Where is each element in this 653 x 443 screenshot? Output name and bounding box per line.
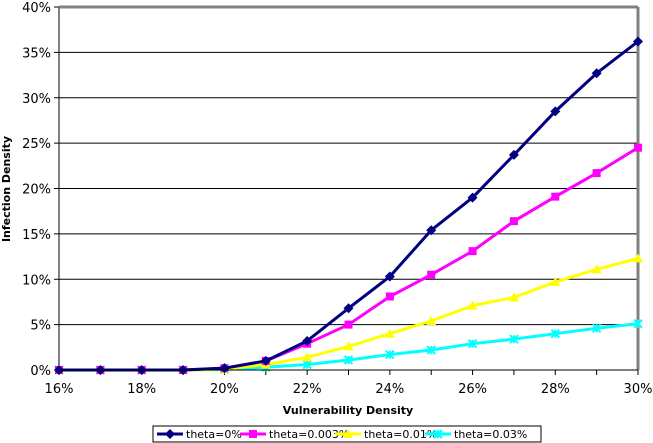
- x-tick-label: 18%: [127, 382, 156, 397]
- data-point: [550, 106, 561, 117]
- y-axis-title: Infection Density: [0, 136, 13, 242]
- data-point: [467, 192, 478, 203]
- data-point: [426, 345, 436, 355]
- data-point: [633, 36, 643, 47]
- data-point: [509, 217, 518, 226]
- data-point: [302, 352, 313, 362]
- data-point: [343, 341, 354, 351]
- data-point: [344, 320, 353, 329]
- data-point: [550, 328, 560, 339]
- data-point: [591, 264, 602, 274]
- data-point: [385, 349, 395, 360]
- y-tick-label: 30%: [22, 92, 51, 107]
- data-point: [633, 319, 643, 329]
- data-point: [468, 247, 477, 256]
- x-tick-label: 16%: [45, 382, 74, 397]
- data-point: [384, 328, 395, 338]
- legend-label: theta=0.03%: [454, 428, 527, 441]
- data-point: [426, 225, 437, 236]
- data-point: [385, 292, 394, 301]
- y-tick-label: 20%: [22, 183, 51, 198]
- data-point: [384, 271, 395, 282]
- legend-swatch-marker: [249, 430, 257, 438]
- data-point: [343, 355, 354, 365]
- x-tick-label: 20%: [210, 382, 239, 397]
- legend-swatch-marker: [165, 429, 175, 439]
- legend-entry: theta=0.01%: [335, 428, 437, 441]
- y-axis-ticks: 0% 5% 10% 15% 20% 25% 30% 35% 40%: [22, 1, 59, 379]
- x-axis-ticks: 16% 18% 20% 22% 24% 26% 28% 30%: [45, 370, 653, 397]
- data-point: [634, 143, 642, 152]
- legend-label: theta=0.01%: [364, 428, 437, 441]
- x-tick-label: 22%: [293, 382, 322, 397]
- x-tick-label: 28%: [541, 382, 570, 397]
- data-point: [467, 338, 478, 349]
- data-point: [508, 149, 519, 160]
- x-tick-label: 30%: [624, 382, 653, 397]
- legend-swatch-marker: [433, 429, 443, 439]
- x-tick-label: 24%: [375, 382, 404, 397]
- data-point: [551, 192, 560, 201]
- data-point: [343, 303, 354, 314]
- data-point: [550, 276, 561, 286]
- data-point: [509, 334, 519, 344]
- y-tick-label: 0%: [30, 364, 51, 379]
- legend-entry: theta=0.03%: [425, 428, 527, 441]
- x-tick-label: 26%: [458, 382, 487, 397]
- data-point: [508, 292, 519, 302]
- data-point: [302, 335, 313, 346]
- y-tick-label: 25%: [22, 137, 51, 152]
- data-point: [302, 359, 312, 370]
- legend-swatch-marker: [343, 429, 353, 438]
- y-tick-label: 5%: [30, 319, 51, 334]
- data-point: [633, 253, 643, 263]
- y-tick-label: 40%: [22, 1, 51, 16]
- data-point: [467, 300, 478, 310]
- data-point: [260, 355, 271, 366]
- x-axis-title: Vulnerability Density: [283, 404, 413, 417]
- data-point: [591, 68, 602, 79]
- data-point: [426, 315, 437, 325]
- y-tick-label: 15%: [22, 228, 51, 243]
- data-point: [592, 169, 601, 178]
- legend-label: theta=0%: [186, 428, 242, 441]
- legend-label: theta=0.003%: [269, 428, 349, 441]
- y-tick-label: 10%: [22, 273, 51, 288]
- legend-entry: theta=0%: [157, 428, 242, 441]
- legend: theta=0% theta=0.003% theta=0.01% theta=0.0…: [152, 425, 542, 443]
- y-tick-label: 35%: [22, 46, 51, 61]
- legend-entry: theta=0.003%: [240, 428, 349, 441]
- data-point: [427, 270, 436, 279]
- data-point: [219, 363, 230, 374]
- data-point: [591, 323, 602, 333]
